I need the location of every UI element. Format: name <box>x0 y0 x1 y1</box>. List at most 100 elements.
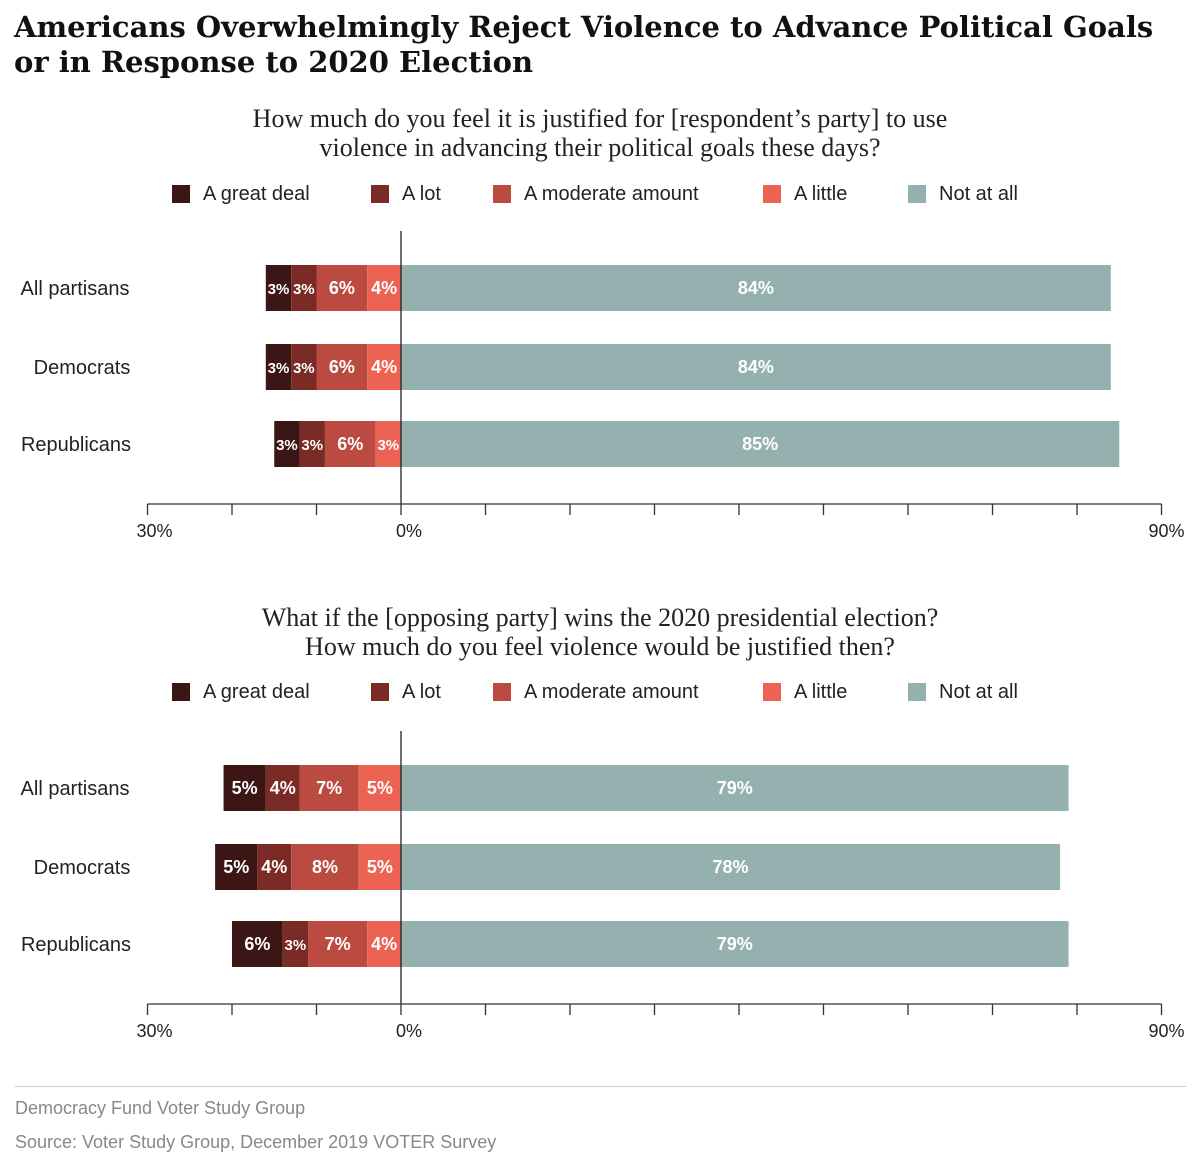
data-label: 3% <box>301 437 323 454</box>
data-label: 84% <box>738 357 774 377</box>
bar-segment-a-moderate-amount <box>291 844 359 890</box>
legend-item-a-moderate-amount: A moderate amount <box>493 181 699 207</box>
row-label-all-partisans: All partisans <box>21 278 130 300</box>
data-label: 4% <box>371 278 397 298</box>
bar-segment-a-great-deal <box>215 844 258 890</box>
bar-segment-a-lot <box>282 921 309 967</box>
legend-swatch <box>763 185 781 203</box>
legend-item-a-great-deal: A great deal <box>172 679 310 705</box>
bar-segment-a-moderate-amount <box>316 344 368 390</box>
bar-segment-a-lot <box>257 844 292 890</box>
legend-item-not-at-all: Not at all <box>908 181 1018 207</box>
legend-label: Not at all <box>939 182 1018 205</box>
data-label: 7% <box>325 934 351 954</box>
footer-divider <box>15 1086 1186 1087</box>
data-label: 4% <box>270 778 296 798</box>
bar-segment-a-little <box>367 344 401 390</box>
legend-swatch <box>908 185 926 203</box>
data-label: 3% <box>377 437 399 454</box>
legend-swatch <box>763 683 781 701</box>
bar-segment-a-little <box>367 265 401 311</box>
data-label: 6% <box>329 278 355 298</box>
legend-item-a-great-deal: A great deal <box>172 181 310 207</box>
legend-item-a-little: A little <box>763 679 847 705</box>
bar-segment-a-lot <box>265 765 300 811</box>
data-label: 4% <box>261 857 287 877</box>
row-label-democrats: Democrats <box>34 857 131 879</box>
legend-swatch <box>493 683 511 701</box>
bar-segment-a-moderate-amount <box>299 765 359 811</box>
row-label-republicans: Republicans <box>21 934 131 956</box>
chart-panel-1: How much do you feel it is justified for… <box>0 100 1200 560</box>
data-label: 3% <box>293 281 315 298</box>
legend-swatch <box>172 185 190 203</box>
legend-swatch <box>371 185 389 203</box>
bar-segment-not-at-all <box>401 921 1069 967</box>
legend-label: A lot <box>402 182 441 205</box>
bar-segment-a-great-deal <box>265 265 292 311</box>
bar-segment-not-at-all <box>401 344 1111 390</box>
panel-1-subtitle-line-1: How much do you feel it is justified for… <box>252 104 948 133</box>
panel-2-subtitle-line-2: How much do you feel violence would be j… <box>305 632 895 661</box>
data-label: 78% <box>713 857 749 877</box>
bar-segment-a-little <box>367 921 401 967</box>
legend-item-a-lot: A lot <box>371 181 441 207</box>
bar-segment-not-at-all <box>401 765 1069 811</box>
x-tick-label: 90% <box>1148 521 1184 541</box>
legend-item-a-moderate-amount: A moderate amount <box>493 679 699 705</box>
panel-2-legend: A great deal A lot A moderate amount A litt… <box>0 679 1200 705</box>
panel-2-subtitle-line-1: What if the [opposing party] wins the 20… <box>261 603 939 632</box>
legend-swatch <box>371 683 389 701</box>
data-label: 6% <box>329 357 355 377</box>
x-tick-label: 90% <box>1148 1021 1184 1041</box>
legend-label: A moderate amount <box>524 182 699 205</box>
x-tick-label: 30% <box>136 1021 172 1041</box>
bar-segment-a-little <box>375 421 401 467</box>
bar-segment-a-great-deal <box>232 921 283 967</box>
bar-segment-a-great-deal <box>265 344 292 390</box>
data-label: 4% <box>371 357 397 377</box>
data-label: 84% <box>738 278 774 298</box>
data-label: 3% <box>293 360 315 377</box>
legend-label: A great deal <box>203 182 310 205</box>
data-label: 6% <box>244 934 270 954</box>
panel-2-subtitle: What if the [opposing party] wins the 20… <box>0 603 1200 661</box>
bar-segment-not-at-all <box>401 844 1061 890</box>
row-label-democrats: Democrats <box>34 357 131 379</box>
bar-segment-a-great-deal <box>274 421 300 467</box>
legend-label: A great deal <box>203 680 310 703</box>
chart-title: Americans Overwhelmingly Reject Violence… <box>14 10 1154 79</box>
legend-swatch <box>172 683 190 701</box>
panel-1-subtitle-line-2: violence in advancing their political go… <box>319 133 881 162</box>
data-label: 5% <box>367 857 393 877</box>
legend-swatch <box>908 683 926 701</box>
x-tick-label: 0% <box>396 521 422 541</box>
data-label: 79% <box>717 934 753 954</box>
data-label: 79% <box>717 778 753 798</box>
legend-label: A little <box>794 680 848 703</box>
bar-segment-a-moderate-amount <box>308 921 368 967</box>
data-label: 3% <box>268 360 290 377</box>
data-label: 5% <box>223 857 249 877</box>
bar-segment-not-at-all <box>401 265 1111 311</box>
data-label: 3% <box>268 281 290 298</box>
data-label: 3% <box>285 937 307 954</box>
legend-label: A lot <box>402 680 441 703</box>
row-label-republicans: Republicans <box>21 434 131 456</box>
row-label-all-partisans: All partisans <box>21 778 130 800</box>
data-label: 5% <box>367 778 393 798</box>
data-label: 6% <box>337 434 363 454</box>
panel-1-plot: All partisans 3% 3% 6% 4% 84%Democrats 3% 3% 6% 4… <box>21 231 1185 541</box>
data-label: 5% <box>232 778 258 798</box>
bar-segment-a-great-deal <box>223 765 266 811</box>
legend-item-not-at-all: Not at all <box>908 679 1018 705</box>
footer-org: Democracy Fund Voter Study Group <box>15 1098 306 1118</box>
bar-segment-a-moderate-amount <box>316 265 368 311</box>
chart-panel-2: What if the [opposing party] wins the 20… <box>0 600 1200 1060</box>
legend-swatch <box>493 185 511 203</box>
x-tick-label: 30% <box>136 521 172 541</box>
panel-2-plot: All partisans 5% 4% 7% 5% 79% Democrats 5% 4% 8% 5… <box>21 731 1185 1041</box>
bar-segment-a-little <box>358 765 401 811</box>
legend-label: Not at all <box>939 680 1018 703</box>
panel-1-legend: A great deal A lot A moderate amount A litt… <box>0 181 1200 207</box>
